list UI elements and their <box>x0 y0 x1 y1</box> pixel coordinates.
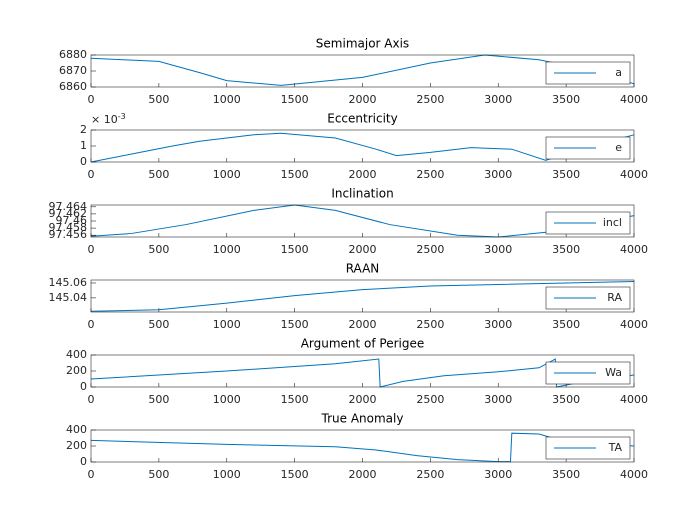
x-tick-label: 4000 <box>620 393 648 406</box>
legend-label: Wa <box>605 366 622 379</box>
y-tick-label: 97.46 <box>56 214 88 227</box>
y-tick-label: 200 <box>66 439 87 452</box>
x-tick-label: 2500 <box>416 318 444 331</box>
y-tick-label: 400 <box>66 423 87 436</box>
x-tick-label: 2500 <box>416 243 444 256</box>
x-tick-label: 0 <box>88 318 95 331</box>
x-tick-label: 0 <box>88 393 95 406</box>
y-tick-label: 6880 <box>59 48 87 61</box>
x-tick-label: 2500 <box>416 168 444 181</box>
x-tick-label: 4000 <box>620 168 648 181</box>
x-tick-label: 0 <box>88 93 95 106</box>
x-tick-label: 2000 <box>349 243 377 256</box>
x-tick-label: 4000 <box>620 243 648 256</box>
x-tick-label: 3000 <box>484 318 512 331</box>
x-tick-label: 2000 <box>349 318 377 331</box>
x-tick-label: 3000 <box>484 393 512 406</box>
y-tick-label: 6870 <box>59 64 87 77</box>
x-tick-label: 2500 <box>416 468 444 481</box>
x-tick-label: 500 <box>148 168 169 181</box>
x-tick-label: 1000 <box>213 468 241 481</box>
x-tick-label: 1000 <box>213 318 241 331</box>
chart-title: True Anomaly <box>321 412 404 426</box>
x-tick-label: 2000 <box>349 168 377 181</box>
chart-title: Eccentricity <box>327 112 397 126</box>
chart-title: Semimajor Axis <box>316 37 409 51</box>
x-tick-label: 3000 <box>484 93 512 106</box>
data-line <box>90 280 635 312</box>
x-tick-label: 3500 <box>552 93 580 106</box>
y-tick-label: 0 <box>80 455 87 468</box>
x-tick-label: 2000 <box>349 393 377 406</box>
multiplier-base: × 10 <box>91 113 118 126</box>
x-tick-label: 1000 <box>213 168 241 181</box>
x-tick-label: 0 <box>88 468 95 481</box>
x-tick-label: 1500 <box>281 93 309 106</box>
x-tick-label: 1500 <box>281 243 309 256</box>
x-tick-label: 2000 <box>349 468 377 481</box>
data-line <box>90 432 635 463</box>
axis-multiplier: × 10-3 <box>91 112 126 127</box>
y-tick-label: 0 <box>80 380 87 393</box>
x-tick-label: 3500 <box>552 393 580 406</box>
x-tick-label: 4000 <box>620 93 648 106</box>
x-tick-label: 2500 <box>416 93 444 106</box>
y-tick-label: 1 <box>80 139 87 152</box>
multiplier-exponent: -3 <box>118 112 126 121</box>
axes-background <box>91 205 634 237</box>
legend-label: RA <box>607 291 622 304</box>
y-tick-label: 2 <box>80 123 87 136</box>
y-tick-label: 6860 <box>59 80 87 93</box>
x-tick-label: 1000 <box>213 393 241 406</box>
x-tick-label: 1500 <box>281 468 309 481</box>
y-tick-label: 145.04 <box>49 291 88 304</box>
y-tick-label: 97.456 <box>49 228 88 241</box>
x-tick-label: 3000 <box>484 243 512 256</box>
y-tick-label: 97.464 <box>49 200 88 213</box>
y-tick-label: 400 <box>66 348 87 361</box>
chart-title: Argument of Perigee <box>301 337 425 351</box>
axes-background <box>91 130 634 162</box>
x-tick-label: 1500 <box>281 168 309 181</box>
x-tick-label: 500 <box>148 243 169 256</box>
y-tick-label: 97.462 <box>49 207 88 220</box>
data-line <box>90 132 635 163</box>
x-tick-label: 500 <box>148 393 169 406</box>
x-tick-label: 4000 <box>620 468 648 481</box>
chart-title: RAAN <box>346 262 380 276</box>
x-tick-label: 1500 <box>281 393 309 406</box>
y-tick-label: 200 <box>66 364 87 377</box>
x-tick-label: 1500 <box>281 318 309 331</box>
x-tick-label: 0 <box>88 168 95 181</box>
y-tick-label: 0 <box>80 155 87 168</box>
x-tick-label: 3500 <box>552 318 580 331</box>
legend-label: e <box>615 141 622 154</box>
x-tick-label: 1000 <box>213 93 241 106</box>
x-tick-label: 3000 <box>484 168 512 181</box>
x-tick-label: 500 <box>148 468 169 481</box>
y-tick-label: 145.06 <box>49 276 88 289</box>
x-tick-label: 0 <box>88 243 95 256</box>
axes-background <box>91 280 634 312</box>
x-tick-label: 1000 <box>213 243 241 256</box>
legend-label: a <box>615 66 622 79</box>
chart-title: Inclination <box>331 187 393 201</box>
x-tick-label: 2500 <box>416 393 444 406</box>
x-tick-label: 3500 <box>552 168 580 181</box>
legend-label: TA <box>608 441 623 454</box>
x-tick-label: 4000 <box>620 318 648 331</box>
x-tick-label: 500 <box>148 318 169 331</box>
x-tick-label: 3500 <box>552 468 580 481</box>
x-tick-label: 3000 <box>484 468 512 481</box>
x-tick-label: 500 <box>148 93 169 106</box>
legend-label: incl <box>603 216 622 229</box>
x-tick-label: 3500 <box>552 243 580 256</box>
x-tick-label: 2000 <box>349 93 377 106</box>
y-tick-label: 97.458 <box>49 221 88 234</box>
